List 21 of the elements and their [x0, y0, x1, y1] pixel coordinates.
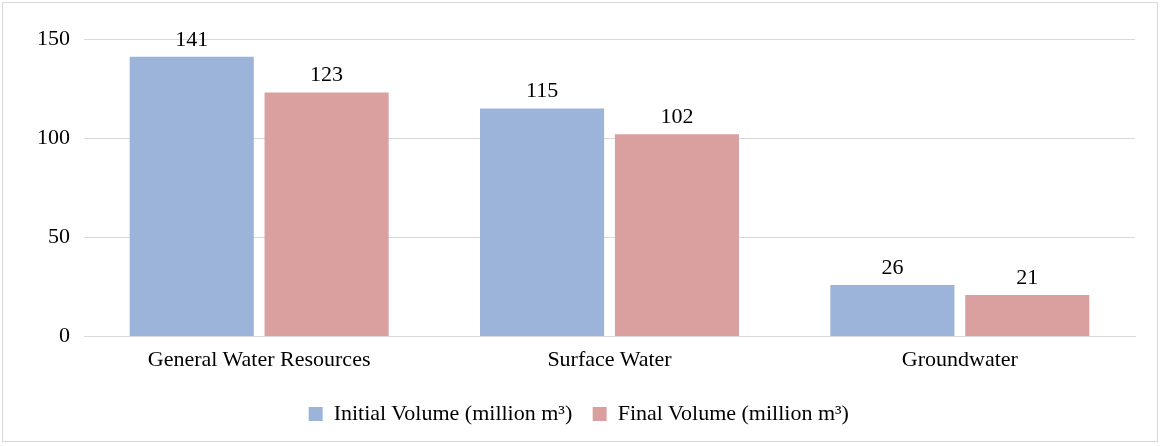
bar: [965, 294, 1090, 337]
y-tick-label: 100: [37, 123, 70, 149]
x-tick-label: General Water Resources: [147, 345, 371, 371]
bar: [480, 108, 605, 337]
y-tick-label: 50: [48, 223, 70, 249]
x-tick-label: Surface Water: [547, 345, 673, 371]
data-label: 26: [881, 253, 904, 279]
legend-label: Initial Volume (million m³): [333, 399, 573, 425]
bar: [614, 134, 739, 337]
bar: [264, 92, 389, 337]
data-label: 141: [175, 25, 209, 51]
x-tick-label: Groundwater: [901, 345, 1019, 371]
bar: [129, 56, 254, 337]
data-label: 21: [1016, 263, 1039, 289]
data-label: 102: [660, 103, 694, 129]
legend-label: Final Volume (million m³): [617, 399, 849, 425]
data-label: 115: [525, 77, 559, 103]
data-label: 123: [310, 61, 344, 87]
y-tick-label: 150: [37, 24, 70, 50]
bar: [830, 285, 955, 337]
y-tick-label: 0: [59, 322, 70, 348]
